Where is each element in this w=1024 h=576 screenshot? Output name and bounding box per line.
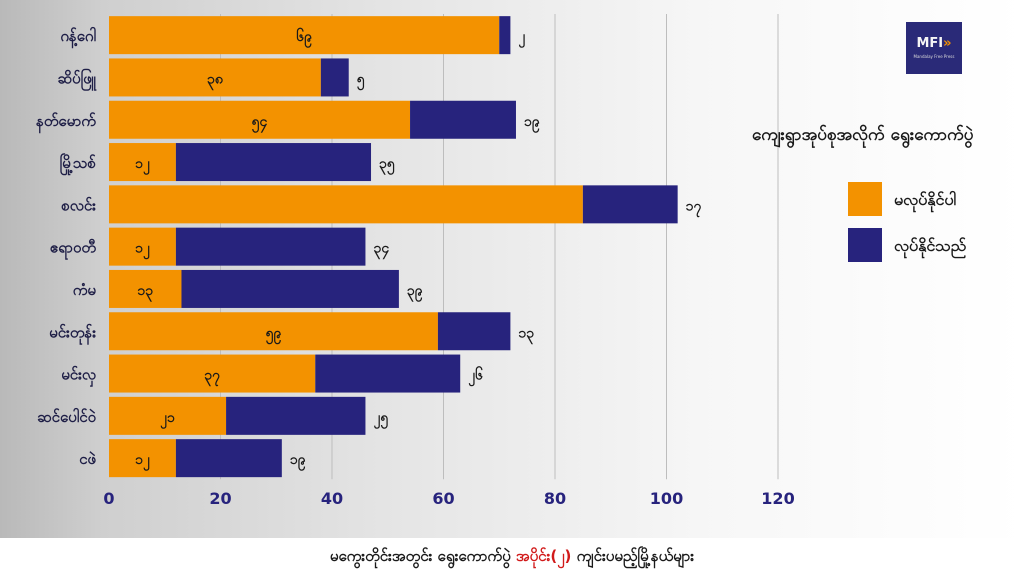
bar-segment-possible (499, 16, 511, 55)
bar-segment-not-possible (109, 269, 182, 308)
bar-segment-not-possible (109, 227, 176, 266)
x-tick-label: 0 (103, 489, 114, 508)
legend-swatch-navy (848, 228, 882, 262)
logo-subtext: Mandalay Free Press (913, 54, 955, 59)
bar-segment-possible (181, 269, 399, 308)
bar-segment-possible (582, 185, 678, 224)
bar-segment-not-possible (109, 185, 583, 224)
data-label: ၁၃ (137, 283, 153, 302)
category-label: ဆိပ်ဖြူ (58, 67, 97, 91)
bar-segment-not-possible (109, 143, 176, 182)
data-label: ၁၉ (524, 114, 541, 133)
data-label: ၅၉ (266, 325, 283, 344)
caption: မကွေးတိုင်းအတွင်း ရွေးကောက်ပွဲ အပိုင်း(၂… (329, 547, 695, 565)
data-label: ၃၅ (379, 156, 396, 175)
data-label: ၂ (518, 29, 526, 48)
x-tick-label: 40 (321, 489, 343, 508)
bar-segment-not-possible (109, 312, 438, 351)
bar-segment-not-possible (109, 354, 316, 393)
data-label: ၅ (357, 71, 366, 90)
data-label: ၂၆ (468, 367, 484, 387)
legend-label-not-possible: မလုပ်နိုင်ပါ (894, 190, 957, 209)
category-label: မြို့သစ် (60, 152, 97, 176)
bar-segment-possible (175, 227, 366, 266)
category-label: စလင်း (61, 195, 96, 214)
data-label: ၂၁ (160, 410, 175, 429)
category-label: ဂန့်ဂေါ (60, 26, 96, 49)
mfp-logo: MFI» Mandalay Free Press (906, 22, 962, 74)
data-label: ၁၂ (135, 452, 151, 471)
bar-segment-not-possible (109, 16, 500, 55)
category-label: ဆင်ပေါင်ဝဲ (37, 407, 96, 426)
data-label: ၁၉ (290, 452, 307, 471)
category-label: ဧရာဝတီ (50, 238, 97, 261)
data-label: ၁၂ (135, 156, 151, 175)
data-label: ၁၃ (518, 325, 534, 344)
category-label: မင်းတုန်း (49, 322, 96, 345)
x-tick-label: 100 (650, 489, 683, 508)
data-label: ၃၇ (204, 368, 221, 387)
bar-segment-not-possible (109, 396, 227, 435)
data-label: ၁၂ (135, 241, 151, 260)
bar-segment-not-possible (109, 439, 176, 478)
bar-segment-possible (226, 396, 366, 435)
bar-segment-not-possible (109, 100, 411, 139)
x-tick-label: 120 (761, 489, 794, 508)
data-label: ၂၅ (373, 410, 389, 429)
bar-segment-not-possible (109, 58, 321, 97)
legend-label-possible: လုပ်နိုင်သည် (894, 236, 967, 255)
data-label: ၃၄ (373, 241, 389, 260)
bar-segment-possible (175, 143, 372, 182)
x-tick-label: 20 (209, 489, 231, 508)
category-label: ငဖဲ (79, 450, 96, 468)
x-tick-label: 60 (432, 489, 454, 508)
data-label: ၁၇ (686, 198, 703, 217)
data-label: ၃၉ (407, 283, 424, 302)
legend-swatch-orange (848, 182, 882, 216)
data-label: ၅၄ (252, 114, 268, 133)
bar-segment-possible (320, 58, 349, 97)
bar-segment-possible (175, 439, 282, 478)
data-label: ၃၈ (207, 71, 224, 90)
legend-item-possible: လုပ်နိုင်သည် (848, 228, 998, 264)
legend-title: ကျေးရွာအုပ်စုအလိုက် ရွေးကောက်ပွဲ (752, 125, 974, 145)
data-label: ၆၉ (296, 28, 313, 48)
category-label: မင်းလှ (61, 365, 97, 388)
footer-caption-bar: မကွေးတိုင်းအတွင်း ရွေးကောက်ပွဲ အပိုင်း(၂… (0, 538, 1024, 576)
bar-segment-possible (437, 312, 511, 351)
bar-segment-possible (410, 100, 516, 139)
bar-segment-possible (315, 354, 461, 393)
caption-highlight: အပိုင်း(၂) (515, 547, 572, 565)
legend-item-not-possible: မလုပ်နိုင်ပါ (848, 182, 998, 218)
x-tick-label: 80 (544, 489, 566, 508)
category-label: ကံမ (73, 281, 97, 299)
category-label: နတ်မောက် (36, 111, 96, 134)
logo-text: MFI» (916, 36, 952, 51)
